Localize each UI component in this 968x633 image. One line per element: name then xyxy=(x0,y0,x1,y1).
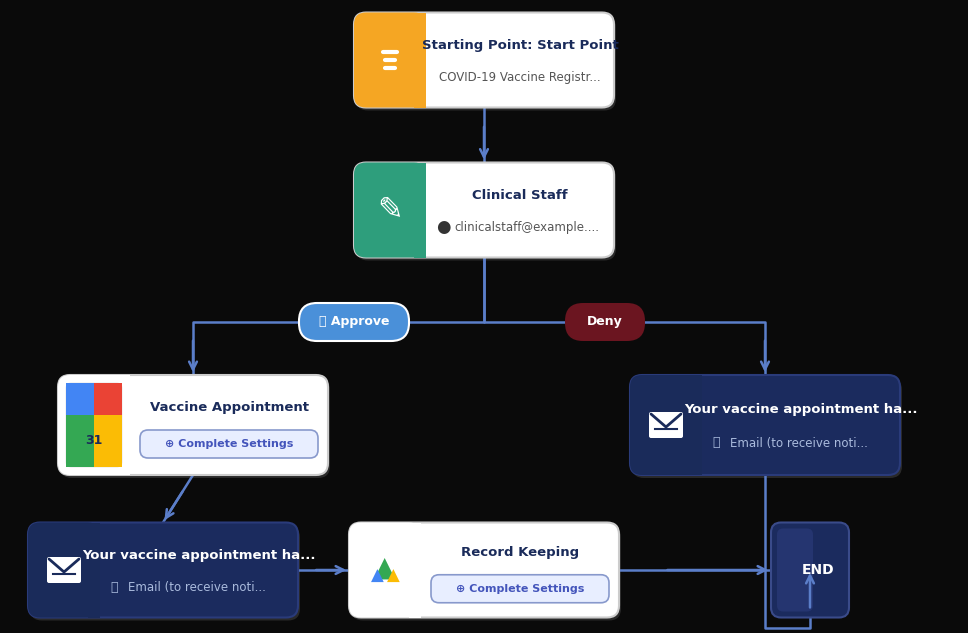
FancyBboxPatch shape xyxy=(777,529,813,611)
Text: COVID-19 Vaccine Registr...: COVID-19 Vaccine Registr... xyxy=(439,71,601,84)
FancyBboxPatch shape xyxy=(47,557,81,583)
Bar xyxy=(94,415,122,467)
Text: ⊕ Complete Settings: ⊕ Complete Settings xyxy=(165,439,293,449)
Text: ▲: ▲ xyxy=(371,567,383,585)
FancyBboxPatch shape xyxy=(30,525,300,620)
Text: 🌱 Approve: 🌱 Approve xyxy=(318,315,389,329)
FancyBboxPatch shape xyxy=(649,412,683,438)
Text: Record Keeping: Record Keeping xyxy=(461,546,579,560)
Bar xyxy=(690,375,702,475)
Text: Starting Point: Start Point: Starting Point: Start Point xyxy=(422,39,619,53)
Text: 🔗: 🔗 xyxy=(110,580,117,594)
Text: Email (to receive noti...: Email (to receive noti... xyxy=(730,437,868,449)
Text: 🔗: 🔗 xyxy=(712,437,719,449)
FancyBboxPatch shape xyxy=(356,15,616,111)
FancyBboxPatch shape xyxy=(28,522,100,618)
Bar xyxy=(118,375,130,475)
FancyBboxPatch shape xyxy=(351,525,621,620)
Text: Vaccine Appointment: Vaccine Appointment xyxy=(149,401,309,413)
Text: ⊕ Complete Settings: ⊕ Complete Settings xyxy=(456,584,584,594)
FancyBboxPatch shape xyxy=(349,522,421,618)
FancyBboxPatch shape xyxy=(349,522,619,618)
FancyBboxPatch shape xyxy=(630,375,900,475)
FancyBboxPatch shape xyxy=(66,383,122,467)
FancyBboxPatch shape xyxy=(28,522,298,618)
Text: ●: ● xyxy=(436,218,450,236)
FancyBboxPatch shape xyxy=(565,303,645,341)
FancyBboxPatch shape xyxy=(354,163,614,258)
Bar xyxy=(66,415,94,467)
FancyBboxPatch shape xyxy=(771,522,849,618)
Bar xyxy=(409,522,421,618)
Text: Your vaccine appointment ha...: Your vaccine appointment ha... xyxy=(684,403,918,417)
FancyBboxPatch shape xyxy=(354,13,426,108)
Bar xyxy=(94,383,122,415)
Text: Clinical Staff: Clinical Staff xyxy=(472,189,568,203)
FancyBboxPatch shape xyxy=(431,575,609,603)
Text: END: END xyxy=(802,563,834,577)
FancyBboxPatch shape xyxy=(58,375,130,475)
FancyBboxPatch shape xyxy=(58,375,328,475)
Text: clinicalstaff@example....: clinicalstaff@example.... xyxy=(454,220,599,234)
FancyBboxPatch shape xyxy=(632,378,902,478)
Text: Email (to receive noti...: Email (to receive noti... xyxy=(128,580,266,594)
Text: ✎: ✎ xyxy=(378,196,403,225)
FancyBboxPatch shape xyxy=(299,303,409,341)
Text: 31: 31 xyxy=(85,434,103,448)
FancyBboxPatch shape xyxy=(354,163,426,258)
Bar xyxy=(414,13,426,108)
Bar xyxy=(88,522,100,618)
Text: ▲: ▲ xyxy=(386,567,400,585)
FancyBboxPatch shape xyxy=(140,430,318,458)
FancyBboxPatch shape xyxy=(354,13,614,108)
FancyBboxPatch shape xyxy=(356,165,616,261)
Bar xyxy=(414,163,426,258)
FancyBboxPatch shape xyxy=(630,375,702,475)
Bar xyxy=(66,383,122,415)
Text: Your vaccine appointment ha...: Your vaccine appointment ha... xyxy=(82,549,316,562)
Text: ▲: ▲ xyxy=(375,554,396,582)
Text: Deny: Deny xyxy=(588,315,622,329)
FancyBboxPatch shape xyxy=(60,378,330,478)
